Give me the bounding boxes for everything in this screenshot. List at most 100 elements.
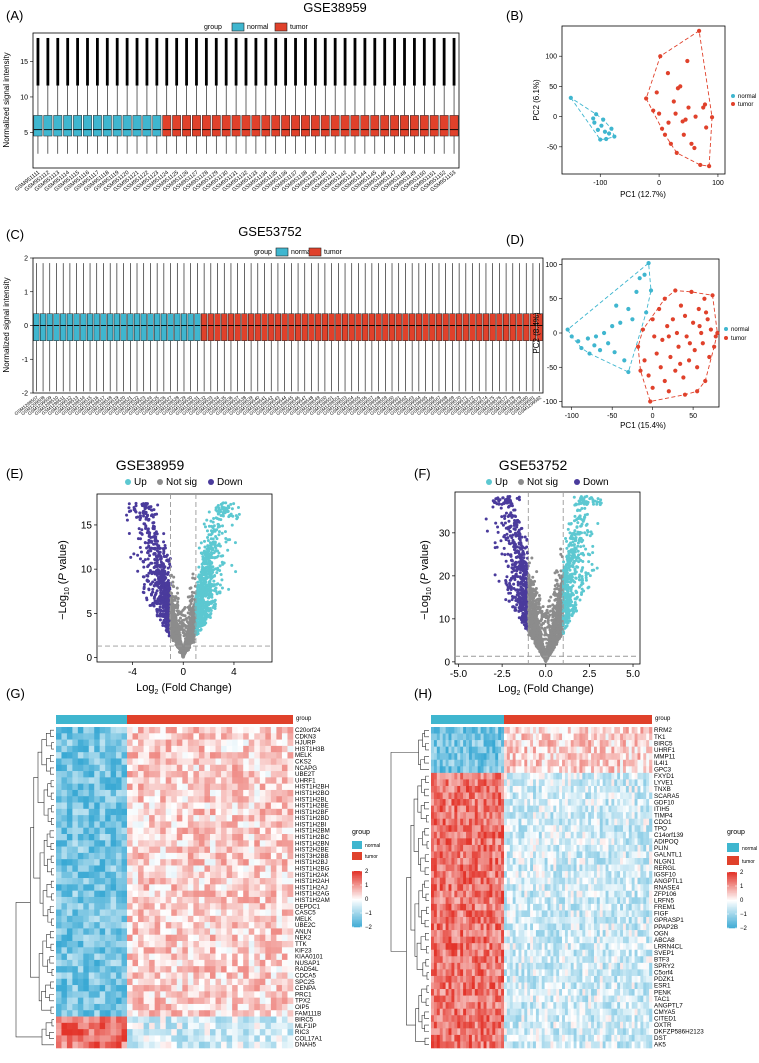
panel-d-xlabel: PC1 (15.4%) (620, 421, 666, 430)
tumor-point (697, 324, 702, 329)
volcano-point (521, 577, 525, 581)
volcano-point (518, 604, 522, 608)
sample-box (147, 263, 154, 392)
tumor-point (651, 108, 656, 113)
box-body (340, 115, 350, 137)
normal-point (634, 289, 639, 294)
volcano-series-not-sig (169, 572, 198, 659)
volcano-point (138, 518, 142, 522)
panel-a-ylabel: Normalized signal intensity (2, 52, 11, 147)
volcano-point (157, 569, 161, 573)
box-body (291, 115, 300, 137)
sample-box (102, 37, 112, 154)
sample-box (201, 37, 211, 154)
volcano-point (198, 588, 202, 592)
volcano-point (190, 594, 194, 598)
sample-box (382, 263, 389, 392)
volcano-point (188, 633, 192, 637)
box-body (489, 313, 496, 341)
volcano-point (178, 650, 182, 654)
volcano-point (522, 552, 526, 556)
tumor-point (713, 334, 718, 339)
volcano-point (127, 532, 131, 536)
sample-box (503, 263, 510, 392)
sample-box (73, 37, 82, 154)
volcano-point (151, 526, 155, 530)
tumor-point (659, 126, 665, 131)
box-body (503, 313, 510, 341)
volcano-point (188, 586, 192, 590)
volcano-point (179, 624, 183, 628)
normal-point (591, 116, 596, 121)
tumor-point (652, 334, 657, 339)
y-tick-label: 0 (24, 323, 28, 330)
tumor-point (715, 330, 720, 336)
volcano-point (146, 551, 150, 555)
volcano-point (140, 528, 144, 532)
panel-f-points (484, 494, 603, 663)
y-tick-label: 50 (549, 296, 557, 303)
tumor-point (676, 344, 681, 349)
volcano-point (132, 552, 136, 556)
tumor-point (687, 341, 692, 346)
volcano-point (515, 565, 519, 569)
volcano-point (491, 505, 495, 509)
volcano-point (125, 518, 129, 522)
volcano-point (191, 633, 195, 637)
y-tick-label: 50 (549, 84, 557, 91)
sample-box (291, 37, 300, 154)
volcano-point (523, 598, 527, 602)
tumor-point (689, 289, 694, 294)
volcano-point (162, 566, 166, 570)
volcano-point (205, 518, 209, 522)
volcano-point (185, 620, 189, 624)
tumor-point (695, 365, 700, 370)
panel-b-xlabel: PC1 (12.7%) (620, 190, 666, 199)
normal-point (592, 343, 597, 348)
panel-c-legend-normal-label: normal (291, 249, 313, 256)
box-body (112, 115, 122, 137)
volcano-point (195, 594, 199, 598)
sample-box (142, 37, 152, 154)
tumor-point (673, 368, 678, 373)
box-outliers (175, 37, 179, 86)
sample-box (201, 263, 208, 392)
volcano-point (509, 578, 513, 582)
volcano-point (504, 559, 508, 563)
volcano-point (143, 507, 147, 511)
box-body (86, 313, 94, 341)
panel-c-legend: group normal tumor (254, 247, 343, 257)
box-body (241, 313, 248, 341)
box-body (321, 313, 328, 341)
volcano-point (191, 616, 195, 620)
tumor-point (671, 99, 676, 104)
panel-e-legend: Up Not sig Down (125, 477, 243, 488)
volcano-point (204, 566, 208, 570)
volcano-point (201, 571, 205, 575)
box-body (66, 313, 73, 341)
tumor-point (708, 327, 714, 332)
box-body (241, 115, 251, 137)
volcano-point (175, 586, 179, 590)
sample-box (422, 263, 429, 392)
box-outliers (165, 37, 169, 86)
volcano-point (182, 631, 186, 635)
box-body (380, 115, 390, 137)
volcano-point (167, 614, 171, 618)
volcano-point (208, 616, 212, 620)
box-outliers (294, 37, 297, 86)
volcano-point (521, 595, 525, 599)
volcano-point (186, 648, 190, 652)
panel-f-label: (F) (414, 466, 431, 481)
y-tick-label: 5 (86, 609, 92, 620)
volcano-point (142, 565, 146, 569)
panel-f-title: GSE53752 (499, 457, 568, 473)
sample-box (439, 37, 449, 154)
volcano-point (218, 569, 222, 573)
volcano-point (205, 554, 209, 558)
volcano-point (167, 597, 171, 601)
volcano-point (535, 570, 539, 574)
box-body (388, 313, 396, 341)
tumor-point (666, 334, 671, 339)
